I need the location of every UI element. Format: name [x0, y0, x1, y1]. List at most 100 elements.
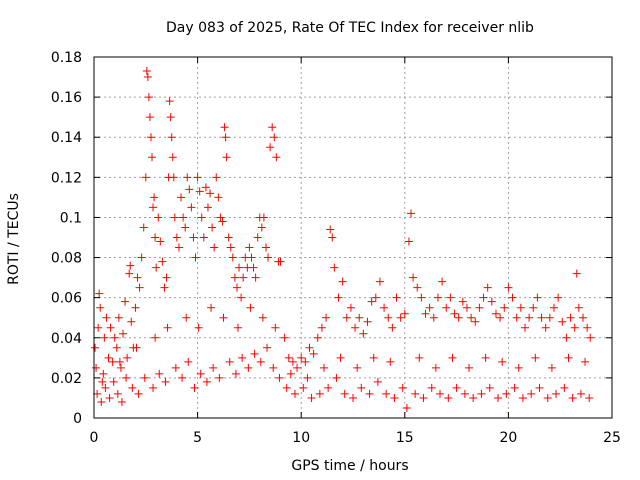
data-point	[514, 363, 523, 372]
data-point	[135, 283, 144, 292]
data-point	[382, 389, 391, 398]
data-point	[189, 233, 198, 242]
data-point	[95, 289, 104, 298]
data-point	[228, 253, 237, 262]
data-point	[317, 323, 326, 332]
data-point	[392, 293, 401, 302]
data-point	[193, 173, 202, 182]
data-point	[525, 313, 534, 322]
data-point	[122, 373, 131, 382]
data-point	[209, 363, 218, 372]
data-point	[161, 377, 170, 386]
data-point	[270, 133, 279, 142]
data-point	[313, 333, 322, 342]
data-point	[99, 369, 108, 378]
data-point	[438, 277, 447, 286]
data-point	[303, 373, 312, 382]
data-point	[220, 123, 229, 132]
data-point	[518, 393, 527, 402]
data-point	[415, 353, 424, 362]
data-point	[419, 393, 428, 402]
data-point	[494, 393, 503, 402]
data-point	[436, 389, 445, 398]
data-point	[181, 223, 190, 232]
data-point	[266, 143, 275, 152]
data-point	[225, 357, 234, 366]
data-point	[101, 383, 110, 392]
data-point	[109, 377, 118, 386]
data-point	[168, 153, 177, 162]
data-point	[216, 213, 225, 222]
data-point	[251, 273, 260, 282]
data-point	[221, 133, 230, 142]
data-point	[365, 389, 374, 398]
data-point	[191, 253, 200, 262]
data-point	[429, 313, 438, 322]
data-point	[177, 193, 186, 202]
data-point	[271, 323, 280, 332]
data-point	[98, 377, 107, 386]
data-point	[123, 353, 132, 362]
data-point	[121, 297, 130, 306]
data-point	[431, 363, 440, 372]
data-point	[246, 303, 255, 312]
data-point	[330, 263, 339, 272]
y-axis-label: ROTI / TECUs	[6, 193, 22, 285]
data-point	[219, 313, 228, 322]
data-point	[137, 253, 146, 262]
data-point	[245, 243, 254, 252]
data-point	[253, 233, 262, 242]
y-tick-label: 0.06	[51, 291, 82, 307]
data-point	[496, 313, 505, 322]
data-point	[234, 323, 243, 332]
data-point	[149, 203, 158, 212]
data-point	[481, 353, 490, 362]
axis-ticks: 0 5 10 15 20 25 0 0.02 0.04 0.06 0.08 0.1 0.12 0.14 0.…	[51, 50, 621, 446]
data-point	[232, 283, 241, 292]
data-point	[226, 243, 235, 252]
data-point	[170, 213, 179, 222]
data-point	[554, 293, 563, 302]
data-point	[162, 273, 171, 282]
data-point	[586, 333, 595, 342]
data-point	[581, 357, 590, 366]
data-point	[140, 373, 149, 382]
data-point	[238, 353, 247, 362]
data-point	[537, 313, 546, 322]
data-point	[562, 333, 571, 342]
data-point	[91, 343, 100, 352]
data-point	[512, 313, 521, 322]
data-point	[307, 393, 316, 402]
data-point	[116, 363, 125, 372]
data-point	[533, 293, 542, 302]
data-point	[351, 323, 360, 332]
data-point	[527, 389, 536, 398]
data-point	[421, 309, 430, 318]
data-point	[282, 383, 291, 392]
data-point	[257, 223, 266, 232]
x-tick-label: 5	[193, 430, 202, 446]
data-point	[353, 363, 362, 372]
data-point	[230, 273, 239, 282]
data-point	[142, 67, 151, 76]
data-points	[91, 67, 595, 412]
data-point	[342, 313, 351, 322]
data-point	[386, 357, 395, 366]
data-point	[483, 283, 492, 292]
data-point	[105, 393, 114, 402]
data-point	[390, 393, 399, 402]
data-point	[402, 403, 411, 412]
data-point	[108, 357, 117, 366]
data-point	[301, 357, 310, 366]
data-point	[179, 213, 188, 222]
data-point	[128, 383, 137, 392]
data-point	[407, 209, 416, 218]
data-point	[117, 397, 126, 406]
y-tick-label: 0.04	[51, 331, 82, 347]
data-point	[299, 383, 308, 392]
data-point	[529, 303, 538, 312]
data-point	[328, 233, 337, 242]
chart-title: Day 083 of 2025, Rate Of TEC Index for r…	[166, 20, 534, 36]
data-point	[167, 133, 176, 142]
